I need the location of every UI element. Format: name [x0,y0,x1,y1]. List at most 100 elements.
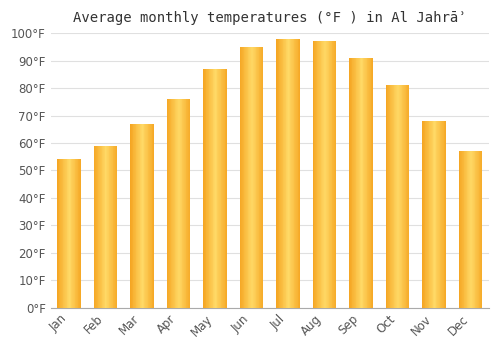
Bar [252,47,253,308]
Bar [368,58,369,308]
Bar [60,160,61,308]
Bar [290,39,291,308]
Bar [393,85,394,308]
Bar [64,160,65,308]
Bar [220,69,222,308]
Bar [99,146,100,308]
Bar [334,41,335,308]
Bar [240,47,242,308]
Bar [422,121,446,308]
Bar [203,69,204,308]
Bar [427,121,428,308]
Bar [94,146,118,308]
Bar [474,151,476,308]
Bar [216,69,218,308]
Bar [170,99,172,308]
Bar [461,151,462,308]
Bar [462,151,464,308]
Bar [291,39,292,308]
Bar [276,39,300,308]
Bar [440,121,441,308]
Bar [58,160,59,308]
Bar [212,69,214,308]
Bar [130,124,154,308]
Bar [251,47,252,308]
Bar [74,160,76,308]
Bar [107,146,108,308]
Bar [481,151,482,308]
Bar [139,124,140,308]
Bar [244,47,245,308]
Bar [98,146,99,308]
Bar [335,41,336,308]
Bar [280,39,281,308]
Bar [106,146,107,308]
Bar [332,41,334,308]
Bar [389,85,390,308]
Bar [298,39,299,308]
Bar [223,69,224,308]
Bar [404,85,406,308]
Bar [322,41,323,308]
Bar [314,41,315,308]
Title: Average monthly temperatures (°F ) in Al Jahrāʾ: Average monthly temperatures (°F ) in Al… [73,11,466,25]
Bar [142,124,143,308]
Bar [248,47,249,308]
Bar [394,85,395,308]
Bar [150,124,152,308]
Bar [395,85,396,308]
Bar [69,160,70,308]
Bar [390,85,392,308]
Bar [65,160,66,308]
Bar [331,41,332,308]
Bar [94,146,95,308]
Bar [177,99,178,308]
Bar [153,124,154,308]
Bar [284,39,285,308]
Bar [146,124,147,308]
Bar [152,124,153,308]
Bar [224,69,226,308]
Bar [362,58,364,308]
Bar [430,121,431,308]
Bar [353,58,354,308]
Bar [130,124,131,308]
Bar [102,146,103,308]
Bar [366,58,368,308]
Bar [400,85,401,308]
Bar [466,151,468,308]
Bar [295,39,296,308]
Bar [436,121,438,308]
Bar [386,85,409,308]
Bar [408,85,410,308]
Bar [288,39,289,308]
Bar [423,121,424,308]
Bar [477,151,478,308]
Bar [250,47,251,308]
Bar [469,151,470,308]
Bar [320,41,322,308]
Bar [245,47,246,308]
Bar [327,41,328,308]
Bar [70,160,72,308]
Bar [358,58,360,308]
Bar [181,99,182,308]
Bar [214,69,215,308]
Bar [145,124,146,308]
Bar [203,69,227,308]
Bar [299,39,300,308]
Bar [392,85,393,308]
Bar [443,121,444,308]
Bar [476,151,477,308]
Bar [96,146,97,308]
Bar [315,41,316,308]
Bar [459,151,482,308]
Bar [169,99,170,308]
Bar [211,69,212,308]
Bar [68,160,69,308]
Bar [282,39,284,308]
Bar [356,58,357,308]
Bar [136,124,138,308]
Bar [439,121,440,308]
Bar [445,121,446,308]
